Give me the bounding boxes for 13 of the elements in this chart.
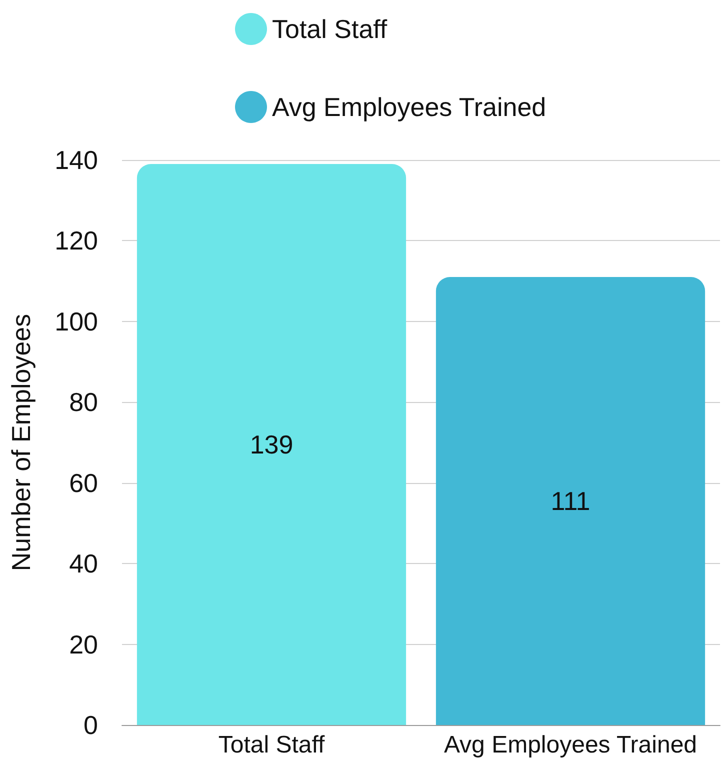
y-tick-label: 40 — [69, 548, 98, 579]
y-tick-label: 0 — [84, 710, 98, 740]
data-label: 139 — [250, 430, 294, 460]
y-tick-label: 140 — [54, 145, 98, 175]
y-tick-label: 120 — [54, 226, 98, 256]
data-label: 111 — [550, 486, 590, 516]
legend-label: Avg Employees Trained — [272, 92, 546, 122]
y-tick-label: 80 — [69, 387, 98, 418]
legend-label: Total Staff — [272, 14, 388, 44]
y-tick-label: 60 — [69, 468, 98, 498]
y-tick-label: 20 — [69, 629, 98, 660]
y-axis-title: Number of Employees — [6, 314, 36, 572]
y-tick-label: 100 — [54, 306, 98, 336]
